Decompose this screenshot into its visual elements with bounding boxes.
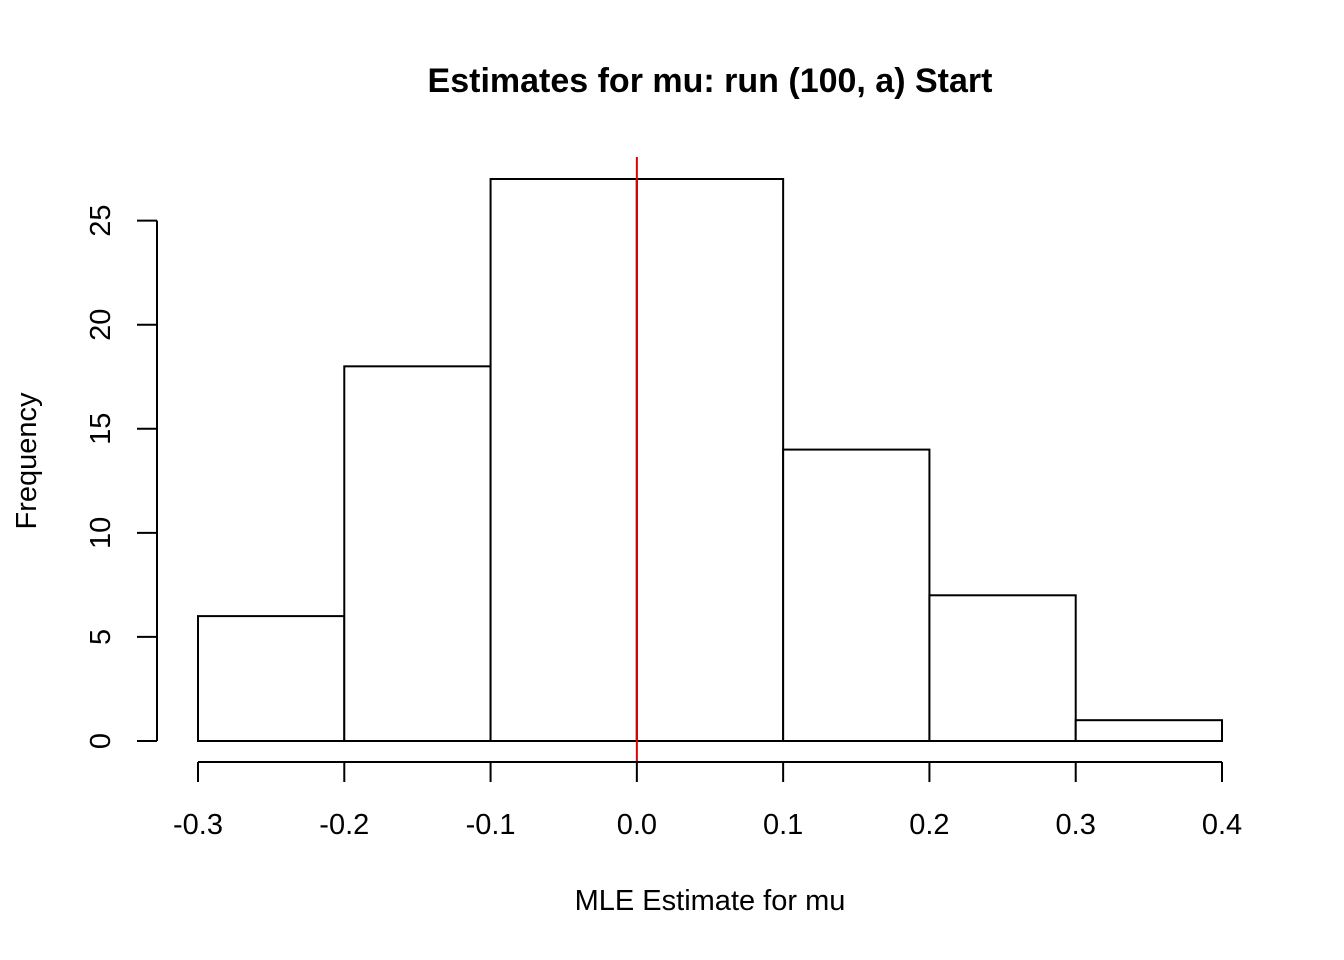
x-tick-label: 0.2 [909, 809, 949, 841]
y-tick-label: 25 [85, 204, 117, 236]
y-tick-label: 0 [85, 733, 117, 749]
histogram-bar-4 [782, 448, 931, 742]
x-tick-label: -0.1 [466, 809, 516, 841]
histogram-bar-1 [343, 365, 492, 742]
bars-group [197, 178, 1223, 743]
x-axis: -0.3 -0.2 -0.1 0.0 0.1 0.2 0.3 0.4 [173, 761, 1242, 841]
x-tick-label: 0.3 [1056, 809, 1096, 841]
histogram-bar-6 [1074, 719, 1223, 742]
x-tick-label: 0.1 [763, 809, 803, 841]
x-tick-label: 0.4 [1202, 809, 1242, 841]
y-axis-label: Frequency [11, 392, 43, 530]
x-tick-label: -0.3 [173, 809, 223, 841]
y-axis: 0 5 10 15 20 25 [85, 204, 158, 749]
chart-title: Estimates for mu: run (100, a) Start [428, 62, 993, 100]
x-tick-label: 0.0 [617, 809, 657, 841]
y-tick-label: 15 [85, 413, 117, 445]
histogram-bar-0 [197, 615, 346, 742]
x-axis-label: MLE Estimate for mu [575, 885, 846, 917]
histogram-bar-3 [635, 178, 785, 742]
histogram-bar-5 [928, 594, 1077, 743]
x-tick-label: -0.2 [319, 809, 369, 841]
histogram-bar-2 [489, 178, 638, 742]
y-tick-label: 10 [85, 517, 117, 549]
y-tick-label: 5 [85, 629, 117, 645]
y-tick-label: 20 [85, 309, 117, 341]
